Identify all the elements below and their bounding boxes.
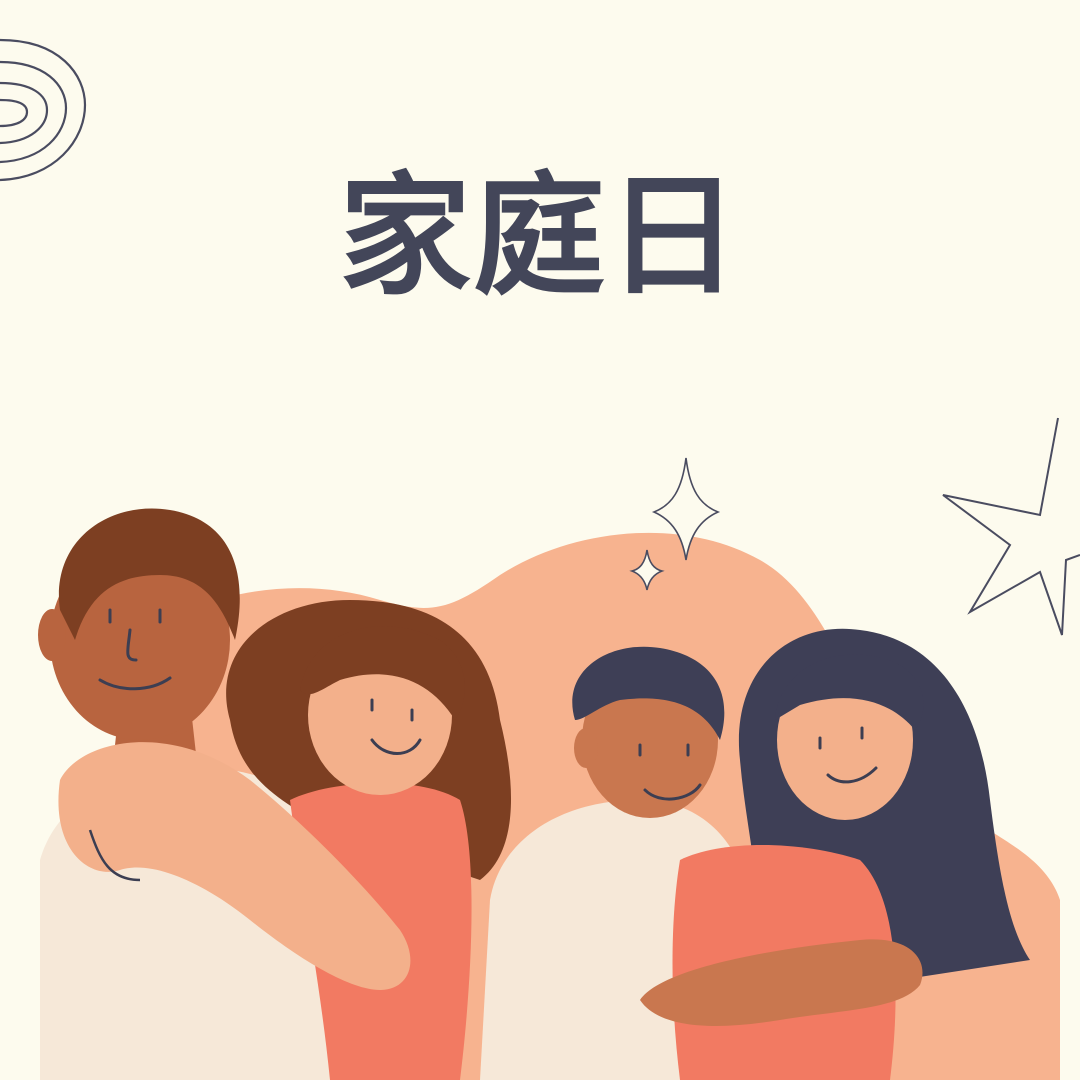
- concentric-arcs-icon: [0, 38, 87, 182]
- person-girl-wavy: [58, 600, 512, 1080]
- star-outline-icon: [942, 417, 1080, 636]
- person-woman-long-hair: [640, 628, 1030, 1080]
- sparkle-icon: [629, 457, 721, 591]
- poster-title: 家庭日: [339, 160, 741, 314]
